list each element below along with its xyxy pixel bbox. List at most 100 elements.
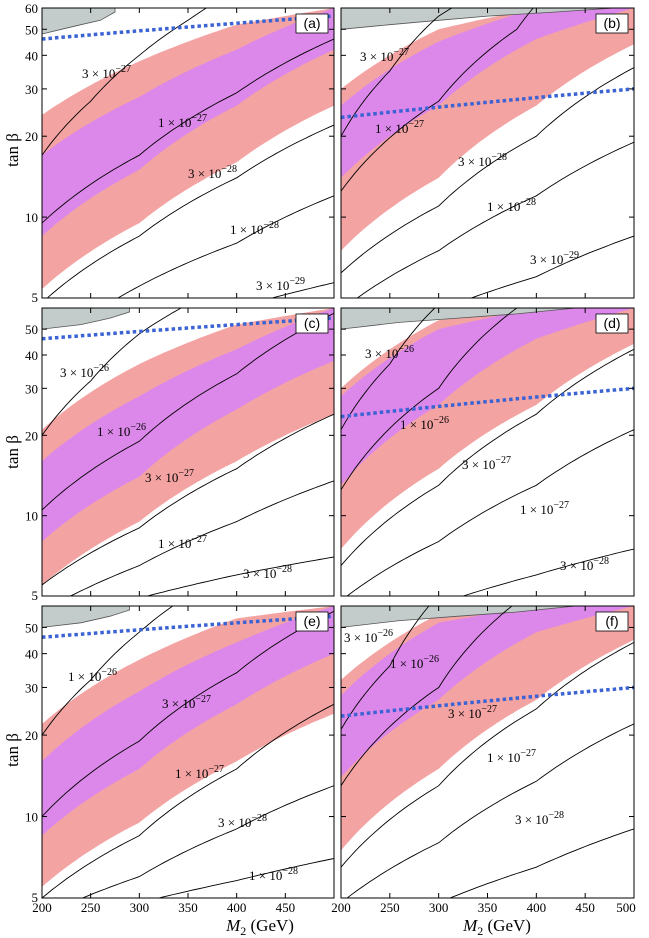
x-tick-label-right: 250 (380, 900, 400, 915)
inner-band (341, 606, 634, 777)
contour-label-base: 3 × 10 (188, 166, 221, 181)
contour-label: 3 × 10−26 (365, 344, 414, 361)
x-tick-label-right: 350 (478, 900, 498, 915)
contour-label: 3 × 10−27 (462, 455, 511, 472)
contour-line-3 (356, 141, 634, 298)
y-tick-label: 20 (25, 428, 38, 443)
contour-line-1 (42, 38, 334, 224)
plot-area (42, 606, 334, 898)
contour-line-0 (341, 308, 436, 430)
contour-line-1 (341, 8, 534, 192)
y-axis-label-top: tan β (3, 133, 22, 167)
contour-line-3 (346, 723, 634, 898)
contour-label-exponent: −26 (423, 654, 439, 665)
y-tick-label: 20 (25, 728, 38, 743)
contour-line-2 (42, 703, 334, 898)
contour-line-4 (145, 556, 334, 596)
contour-label: 1 × 10−28 (487, 197, 536, 214)
contour-label: 1 × 10−26 (68, 667, 117, 684)
contour-label-exponent: −29 (563, 250, 579, 261)
x-axis-label-left-unit: (GeV) (246, 916, 294, 935)
contour-label-base: 1 × 10 (158, 115, 191, 130)
y-tick-label: 50 (25, 22, 38, 37)
dotted-curve (42, 14, 334, 41)
contour-label-base: 3 × 10 (218, 815, 251, 830)
contour-label-base: 3 × 10 (82, 66, 115, 81)
x-tick-label-left: 450 (276, 900, 296, 915)
y-tick-label: 20 (25, 129, 38, 144)
contour-label: 3 × 10−28 (515, 810, 564, 827)
inner-band (42, 308, 334, 542)
panel-tag-box (595, 313, 629, 334)
contour-line-0 (341, 8, 453, 137)
x-axis-label-left: M2 (GeV) (225, 916, 294, 938)
y-tick-label: 10 (25, 509, 38, 524)
contour-line-0 (42, 308, 182, 436)
contour-label-base: 1 × 10 (520, 502, 553, 517)
excluded-region (341, 606, 576, 628)
contour-line-3 (69, 480, 334, 596)
dotted-curve (42, 316, 334, 341)
contour-label-exponent: −27 (553, 500, 569, 511)
x-tick-label-right: 450 (575, 900, 595, 915)
contour-label-exponent: −28 (282, 866, 298, 877)
plot-area (42, 8, 334, 298)
inner-band (42, 8, 334, 237)
contour-label-base: 1 × 10 (68, 669, 101, 684)
panel-tag-box (595, 13, 629, 34)
contour-label-exponent: −28 (593, 556, 609, 567)
contour-label-base: 3 × 10 (530, 252, 563, 267)
y-tick-label: 5 (32, 290, 39, 305)
contour-label-base: 1 × 10 (249, 868, 282, 883)
panel-d: 3 × 10−261 × 10−263 × 10−271 × 10−273 × … (340, 307, 635, 597)
x-tick-label-left: 400 (227, 900, 247, 915)
x-axis-label-left-subscript: 2 (240, 924, 246, 938)
contour-label: 1 × 10−26 (400, 415, 449, 432)
contour-label-base: 1 × 10 (158, 536, 191, 551)
x-axis-label-right-unit: (GeV) (483, 916, 531, 935)
contour-label: 1 × 10−26 (390, 654, 439, 671)
contour-label: 1 × 10−27 (158, 534, 207, 551)
contour-label-exponent: −27 (191, 113, 207, 124)
contour-line-0 (42, 606, 174, 736)
contour-label-exponent: −27 (393, 47, 409, 58)
excluded-region (341, 308, 576, 330)
x-tick-label-left: 300 (130, 900, 150, 915)
contour-label-exponent: −26 (93, 363, 109, 374)
contour-label-base: 3 × 10 (162, 696, 195, 711)
contour-label: 3 × 10−26 (344, 628, 393, 645)
y-tick-label: 10 (25, 210, 38, 225)
inner-band (341, 8, 634, 178)
contour-label-base: 3 × 10 (560, 558, 593, 573)
contour-label-base: 1 × 10 (390, 656, 423, 671)
contour-line-0 (341, 606, 430, 730)
contour-line-4 (448, 828, 634, 898)
contour-label: 3 × 10−28 (458, 152, 507, 169)
contour-label: 3 × 10−29 (256, 276, 305, 293)
contour-label-base: 3 × 10 (243, 566, 276, 581)
contour-label-exponent: −27 (178, 468, 194, 479)
contour-line-4 (461, 548, 634, 596)
contour-label: 1 × 10−28 (230, 220, 279, 237)
plot-area (341, 606, 634, 898)
contour-label-exponent: −27 (495, 455, 511, 466)
panel-tag-box (295, 13, 329, 34)
contour-label: 3 × 10−28 (218, 813, 267, 830)
x-tick-label-left: 200 (32, 900, 52, 915)
excluded-region (42, 8, 116, 35)
panel-tag: (e) (303, 613, 320, 629)
contour-label-exponent: −28 (548, 810, 564, 821)
contour-label: 1 × 10−27 (175, 764, 224, 781)
contour-label-base: 3 × 10 (462, 457, 495, 472)
contour-label-base: 3 × 10 (515, 812, 548, 827)
contour-label-base: 3 × 10 (60, 365, 93, 380)
contour-label-exponent: −27 (520, 748, 536, 759)
contour-label-base: 1 × 10 (175, 766, 208, 781)
contour-line-1 (341, 308, 518, 491)
contour-label-exponent: −27 (408, 119, 424, 130)
